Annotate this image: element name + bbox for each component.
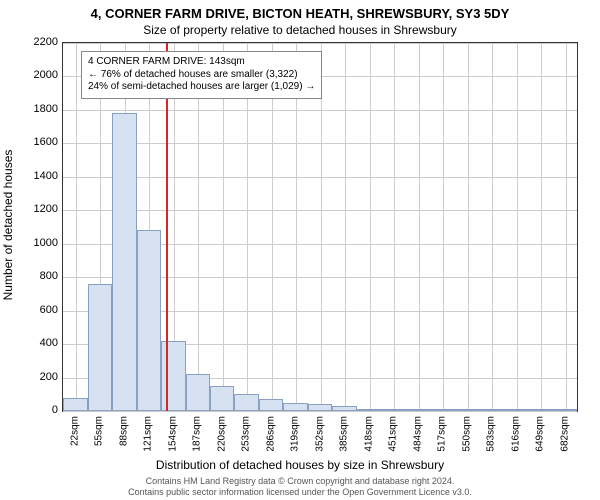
gridline-vertical [517, 43, 518, 411]
x-tick-label: 550sqm [461, 416, 472, 452]
y-tick-label: 2000 [8, 69, 58, 81]
x-tick-label: 616sqm [510, 416, 521, 452]
gridline-vertical [76, 43, 77, 411]
gridline-vertical [370, 43, 371, 411]
y-tick-label: 1000 [8, 237, 58, 249]
histogram-bar [308, 404, 333, 411]
x-tick-label: 121sqm [143, 416, 154, 452]
plot-area: 4 CORNER FARM DRIVE: 143sqm ← 76% of det… [62, 42, 578, 412]
annotation-line-2: ← 76% of detached houses are smaller (3,… [88, 69, 315, 82]
histogram-bar [357, 409, 382, 411]
histogram-bar [234, 394, 259, 411]
chart-title-address: 4, CORNER FARM DRIVE, BICTON HEATH, SHRE… [0, 0, 600, 21]
histogram-bar [137, 230, 162, 411]
y-tick-label: 1200 [8, 203, 58, 215]
gridline-vertical [566, 43, 567, 411]
footer-credits: Contains HM Land Registry data © Crown c… [0, 476, 600, 498]
y-tick-label: 2200 [8, 36, 58, 48]
x-tick-label: 220sqm [216, 416, 227, 452]
annotation-line-3: 24% of semi-detached houses are larger (… [88, 81, 315, 94]
x-tick-label: 649sqm [535, 416, 546, 452]
histogram-bar [552, 409, 577, 411]
y-tick-label: 200 [8, 371, 58, 383]
histogram-bar [283, 403, 308, 411]
histogram-bar [186, 374, 211, 411]
annotation-box: 4 CORNER FARM DRIVE: 143sqm ← 76% of det… [81, 51, 322, 99]
x-tick-label: 88sqm [118, 416, 129, 446]
gridline-vertical [443, 43, 444, 411]
footer-line-1: Contains HM Land Registry data © Crown c… [0, 476, 600, 487]
histogram-bar [381, 409, 406, 411]
chart-container: 4, CORNER FARM DRIVE, BICTON HEATH, SHRE… [0, 0, 600, 500]
histogram-bar [210, 386, 235, 411]
x-tick-label: 22sqm [69, 416, 80, 446]
y-tick-label: 800 [8, 270, 58, 282]
x-tick-label: 286sqm [265, 416, 276, 452]
histogram-bar [503, 409, 528, 411]
y-tick-label: 0 [8, 404, 58, 416]
gridline-horizontal [63, 411, 577, 412]
y-tick-label: 400 [8, 337, 58, 349]
gridline-vertical [492, 43, 493, 411]
gridline-vertical [394, 43, 395, 411]
x-tick-label: 451sqm [388, 416, 399, 452]
histogram-bar [88, 284, 113, 411]
histogram-bar [112, 113, 137, 411]
gridline-vertical [541, 43, 542, 411]
x-tick-label: 385sqm [339, 416, 350, 452]
x-tick-label: 319sqm [290, 416, 301, 452]
x-tick-label: 55sqm [94, 416, 105, 446]
chart-subtitle: Size of property relative to detached ho… [0, 21, 600, 41]
y-tick-label: 600 [8, 304, 58, 316]
x-tick-label: 517sqm [437, 416, 448, 452]
x-tick-label: 418sqm [363, 416, 374, 452]
x-tick-label: 352sqm [314, 416, 325, 452]
y-tick-label: 1400 [8, 170, 58, 182]
x-axis-label: Distribution of detached houses by size … [0, 458, 600, 472]
histogram-bar [406, 409, 431, 411]
histogram-bar [430, 409, 455, 411]
x-tick-label: 583sqm [486, 416, 497, 452]
gridline-vertical [419, 43, 420, 411]
histogram-bar [454, 409, 479, 411]
gridline-vertical [468, 43, 469, 411]
x-tick-label: 484sqm [412, 416, 423, 452]
x-tick-label: 253sqm [241, 416, 252, 452]
y-tick-label: 1600 [8, 136, 58, 148]
footer-line-2: Contains public sector information licen… [0, 487, 600, 498]
y-tick-label: 1800 [8, 103, 58, 115]
annotation-line-1: 4 CORNER FARM DRIVE: 143sqm [88, 56, 315, 69]
gridline-vertical [345, 43, 346, 411]
x-tick-label: 154sqm [167, 416, 178, 452]
x-tick-label: 682sqm [559, 416, 570, 452]
histogram-bar [479, 409, 504, 411]
histogram-bar [259, 399, 284, 411]
x-tick-label: 187sqm [192, 416, 203, 452]
histogram-bar [63, 398, 88, 411]
histogram-bar [528, 409, 553, 411]
histogram-bar [332, 406, 357, 411]
